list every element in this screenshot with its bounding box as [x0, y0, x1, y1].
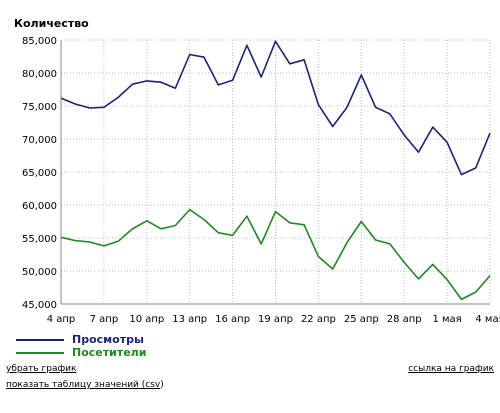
x-tick-labels: 4 апр 7 апр 10 апр 13 апр 16 апр 19 апр 22 апр… — [47, 314, 500, 325]
y-tick-label: 85,000 — [22, 36, 57, 47]
y-tick-label: 55,000 — [22, 234, 57, 245]
legend-swatch — [16, 351, 64, 354]
remove-chart-link[interactable]: убрать график — [6, 364, 77, 374]
legend-swatch — [16, 338, 64, 341]
x-tick-label: 16 апр — [215, 314, 250, 325]
y-tick-label: 70,000 — [22, 135, 57, 146]
csv-link[interactable]: csv — [145, 380, 161, 390]
chart-link[interactable]: ссылка на график — [408, 364, 494, 374]
y-tick-label: 50,000 — [22, 267, 57, 278]
show-table-link[interactable]: показать таблицу значений (csv) — [6, 380, 164, 390]
legend: Просмотры Посетители — [16, 333, 146, 359]
grid — [61, 39, 491, 304]
y-tick-label: 80,000 — [22, 69, 57, 80]
y-tick-label: 45,000 — [22, 300, 57, 311]
x-tick-label: 1 мая — [432, 314, 461, 325]
legend-label: Просмотры — [72, 333, 144, 346]
y-tick-labels: 45,000 50,000 55,000 60,000 65,000 70,000 75,0… — [22, 36, 57, 311]
y-tick-label: 75,000 — [22, 102, 57, 113]
x-tick-label: 4 мая — [475, 314, 500, 325]
x-tick-label: 10 апр — [129, 314, 164, 325]
show-table-text[interactable]: показать таблицу значений ( — [6, 380, 146, 390]
x-tick-label: 28 апр — [387, 314, 422, 325]
y-tick-label: 65,000 — [22, 168, 57, 179]
x-tick-label: 4 апр — [47, 314, 76, 325]
x-tick-label: 25 апр — [344, 314, 379, 325]
legend-item-views: Просмотры — [16, 333, 146, 346]
x-tick-label: 19 апр — [258, 314, 293, 325]
x-tick-label: 7 апр — [90, 314, 119, 325]
series-lines — [60, 40, 491, 301]
show-table-suffix: ) — [160, 380, 164, 390]
y-axis-title: Количество — [14, 17, 89, 30]
series-line-1 — [60, 208, 491, 301]
y-tick-label: 60,000 — [22, 201, 57, 212]
legend-item-visitors: Посетители — [16, 346, 146, 359]
legend-label: Посетители — [72, 346, 147, 359]
x-tick-label: 22 апр — [301, 314, 336, 325]
x-tick-label: 13 апр — [172, 314, 207, 325]
series-line-0 — [60, 40, 491, 176]
